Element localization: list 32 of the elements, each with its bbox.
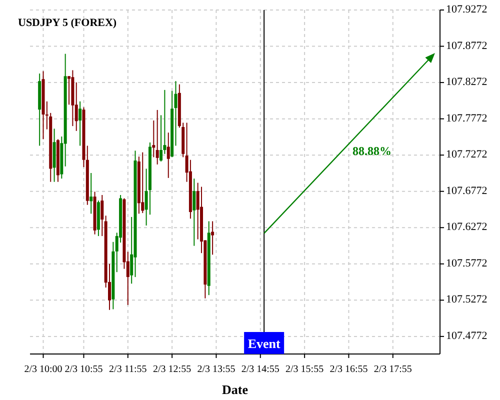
x-tick-label: 2/3 11:55 — [109, 364, 147, 375]
y-tick-label: 107.5272 — [446, 294, 488, 306]
candlestick — [152, 120, 156, 158]
x-tick-label: 2/3 10:55 — [64, 364, 103, 375]
candlestick — [78, 100, 82, 146]
candlestick — [156, 109, 159, 165]
x-tick-label: 2/3 12:55 — [153, 364, 192, 375]
x-tick-label: 2/3 17:55 — [374, 364, 412, 375]
candlestick — [141, 152, 144, 214]
y-tick-label: 107.6272 — [446, 221, 488, 234]
x-tick-label: 2/3 10:00 — [24, 364, 62, 375]
ref-line-label: Event — [248, 336, 281, 351]
candlestick — [211, 220, 214, 256]
x-axis-title: Date — [222, 382, 248, 397]
x-tick-label: 2/3 15:55 — [286, 364, 324, 375]
y-tick-label: 107.7772 — [446, 112, 488, 124]
annotation: 88.88% — [352, 144, 392, 158]
x-tick-label: 2/3 14:55 — [241, 364, 280, 375]
x-tick-label: 2/3 13:55 — [197, 364, 236, 375]
candlestick — [192, 178, 196, 246]
y-tick-label: 107.8772 — [446, 40, 488, 52]
y-tick-label: 107.8272 — [446, 76, 488, 88]
y-tick-label: 107.4772 — [446, 330, 488, 342]
x-tick-label: 2/3 16:55 — [330, 364, 368, 375]
candlestick — [166, 132, 170, 178]
y-tick-label: 107.7272 — [446, 148, 488, 161]
text: USDJPY 5 (FOREX) — [18, 17, 117, 29]
candlestick — [100, 194, 104, 237]
candlestick — [90, 172, 93, 214]
y-tick-label: 107.6772 — [446, 184, 488, 197]
y-tick-label: 107.9272 — [446, 4, 488, 16]
y-tick-label: 107.5772 — [446, 257, 488, 270]
